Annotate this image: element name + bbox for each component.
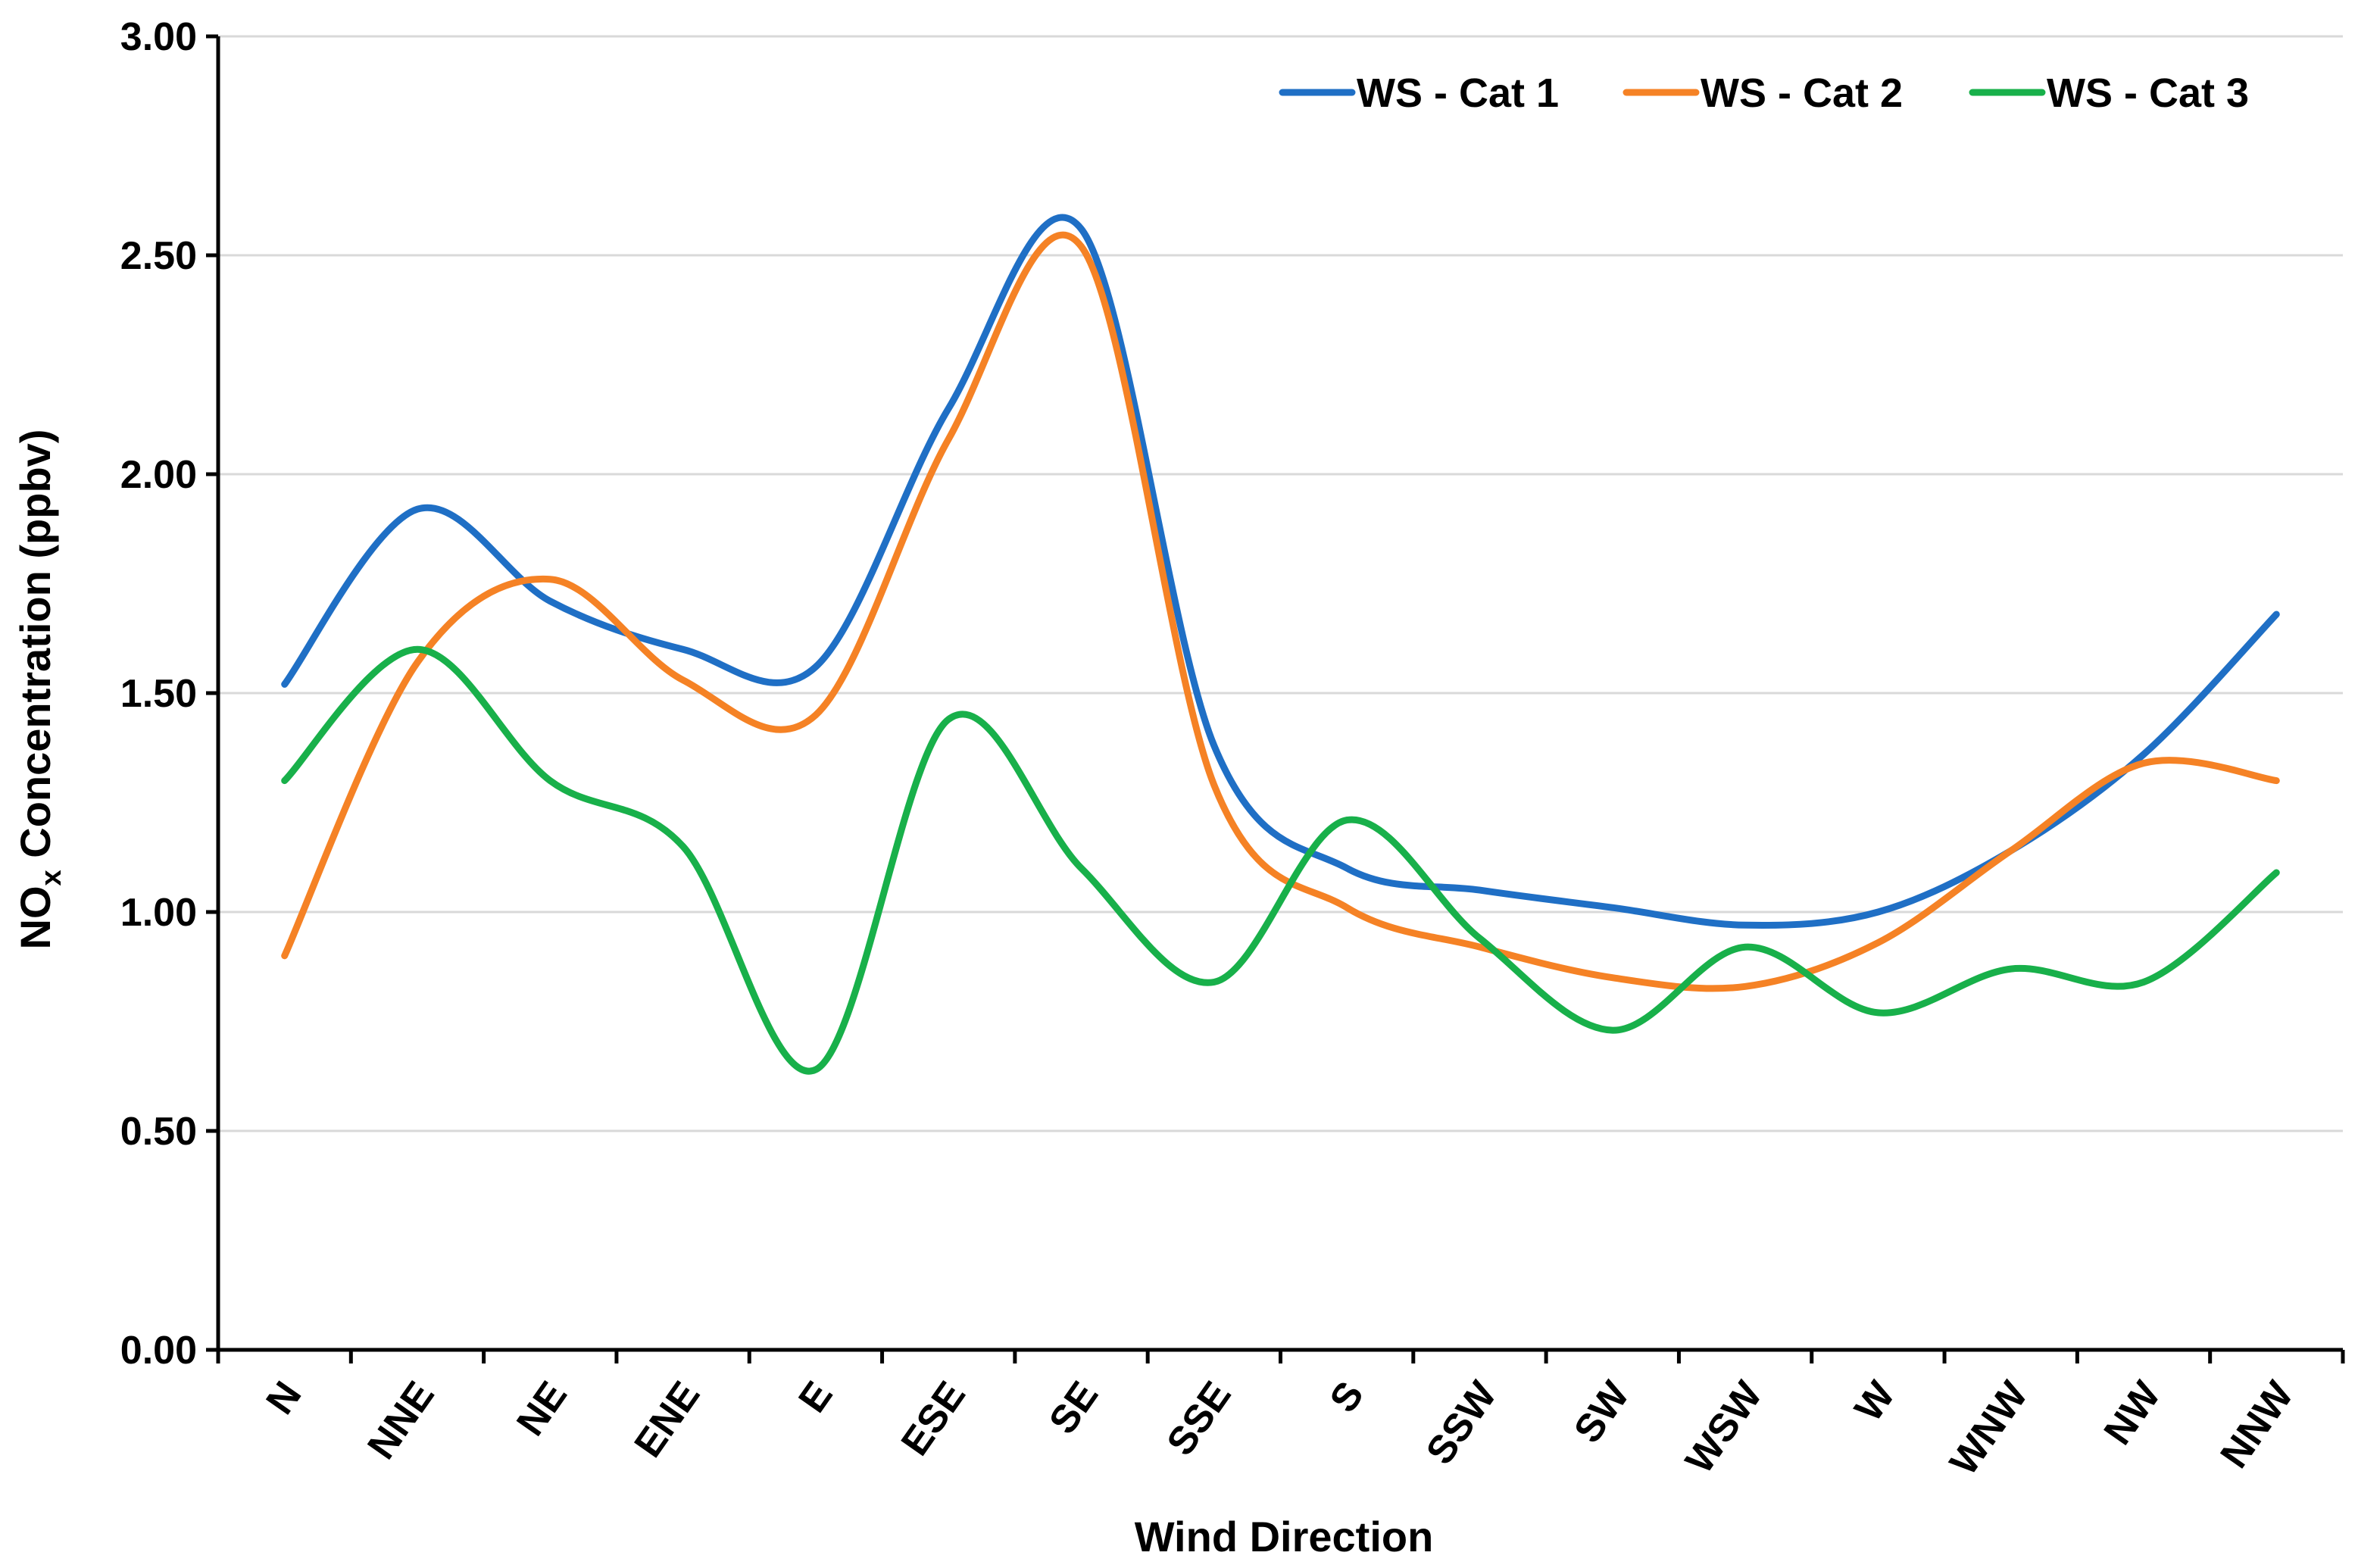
x-tick-label: N <box>258 1374 310 1423</box>
legend-label: WS - Cat 2 <box>1701 70 1903 116</box>
y-tick-label: 1.50 <box>120 672 197 716</box>
series-line-2 <box>281 231 2280 992</box>
y-tick-label: 1.00 <box>120 891 197 935</box>
x-tick-label: W <box>1847 1373 1904 1429</box>
legend-label: WS - Cat 3 <box>2047 70 2249 116</box>
y-tick-label: 3.00 <box>120 15 197 59</box>
x-tick-label: NW <box>2096 1373 2170 1453</box>
x-tick-label: SSW <box>1418 1373 1506 1473</box>
y-axis-title: NOx Concentration (ppbv) <box>11 429 67 950</box>
x-tick-label: NE <box>508 1374 576 1444</box>
x-tick-label: E <box>790 1374 841 1421</box>
y-axis-title-subscript: x <box>36 870 67 886</box>
x-tick-label: S <box>1322 1374 1373 1421</box>
series-lines <box>281 214 2280 1075</box>
gridlines <box>218 35 2343 1132</box>
x-tick-label: NNW <box>2212 1373 2302 1476</box>
x-tick-label: ESE <box>893 1374 974 1464</box>
y-axis-title-suffix: Concentration (ppbv) <box>11 429 59 870</box>
x-tick-label: WNW <box>1941 1373 2037 1483</box>
series-line-3 <box>281 645 2280 1075</box>
x-tick-label: SSE <box>1158 1374 1239 1464</box>
y-tick-label: 2.50 <box>120 234 197 278</box>
x-tick-label: WSW <box>1677 1373 1771 1482</box>
x-tick-label: SE <box>1041 1374 1107 1442</box>
x-axis-title: Wind Direction <box>1135 1513 1434 1560</box>
series-line-1 <box>281 214 2280 929</box>
x-tick-label: NNE <box>359 1374 442 1467</box>
x-tick-label: ENE <box>626 1374 709 1466</box>
y-tick-label: 2.00 <box>120 453 197 497</box>
tick-labels: 0.00 0.50 1.00 1.50 2.00 2.50 3.00 N NNE NE ENE E ES… <box>120 15 2303 1483</box>
axes <box>206 34 2345 1363</box>
legend-label: WS - Cat 1 <box>1357 70 1559 116</box>
y-tick-label: 0.50 <box>120 1110 197 1154</box>
y-axis-title-prefix: NO <box>11 886 59 949</box>
x-tick-label: SW <box>1566 1373 1638 1451</box>
y-tick-label: 0.00 <box>120 1329 197 1373</box>
legend: WS - Cat 1 WS - Cat 2 WS - Cat 3 <box>1279 70 2249 116</box>
